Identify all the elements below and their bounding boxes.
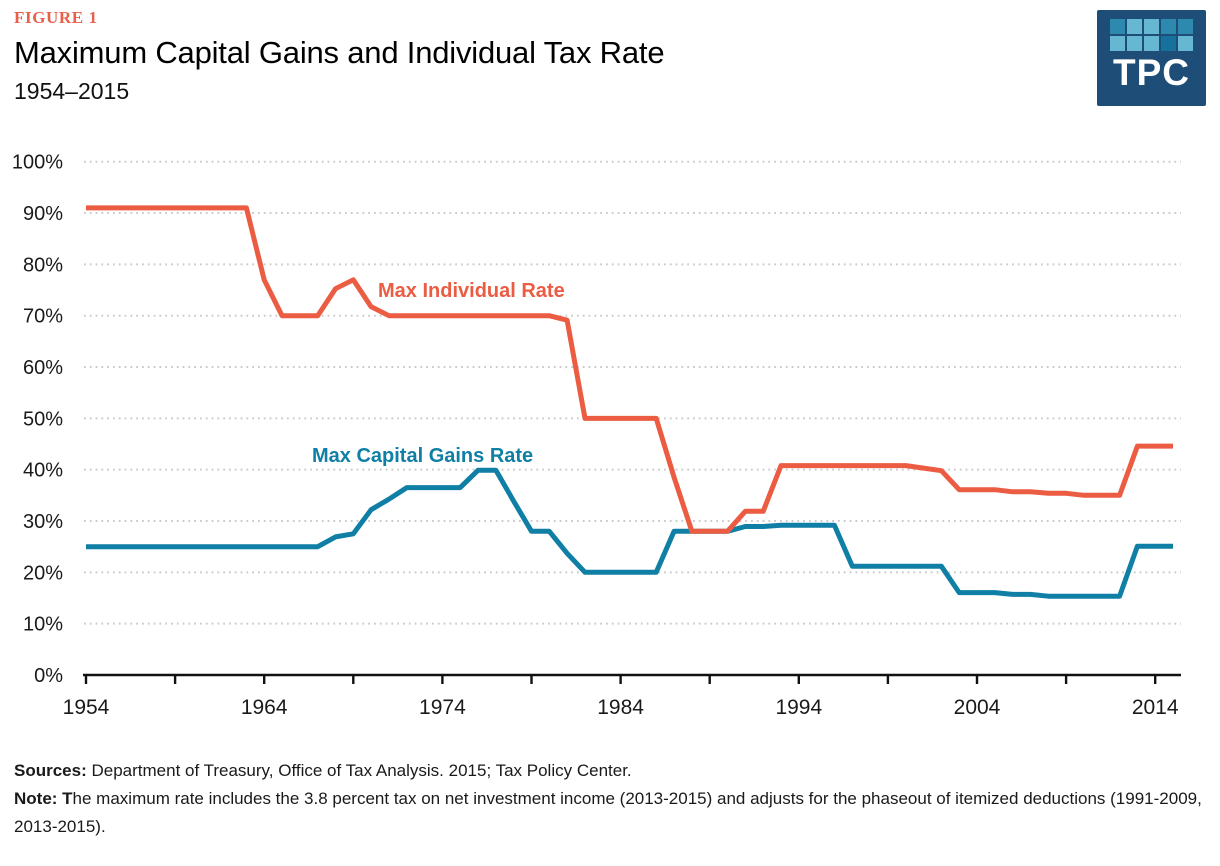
tpc-logo-grid-cell: [1127, 36, 1142, 51]
tpc-logo-grid-cell: [1127, 19, 1142, 34]
x-axis-tick-label: 2014: [1132, 696, 1179, 719]
tpc-logo-grid-cell: [1110, 19, 1125, 34]
x-axis-tick-label: 2004: [954, 696, 1001, 719]
page-title: Maximum Capital Gains and Individual Tax…: [14, 35, 665, 70]
series-label-max-individual-rate: Max Individual Rate: [378, 280, 565, 302]
tpc-logo-grid-cell: [1178, 36, 1193, 51]
y-axis-tick-label: 0%: [34, 665, 63, 687]
tpc-logo-text: TPC: [1113, 52, 1190, 93]
x-axis-tick-label: 1974: [419, 696, 466, 719]
tpc-logo-grid-cell: [1178, 19, 1193, 34]
y-axis-tick-label: 70%: [23, 306, 63, 328]
tax-rate-line-chart: 0% 10% 20% 30% 40% 50% 60% 70% 80% 90% 100% 1954 196…: [12, 152, 1181, 719]
figure-footer: Sources: Department of Treasury, Office …: [14, 757, 1206, 841]
y-axis-tick-label: 60%: [23, 357, 63, 379]
sources-line: Sources: Department of Treasury, Office …: [14, 757, 1206, 785]
x-axis-tick-label: 1984: [597, 696, 644, 719]
x-axis-tick-label: 1964: [241, 696, 288, 719]
figure-header: FIGURE 1 Maximum Capital Gains and Indiv…: [14, 8, 1206, 106]
y-axis-tick-label: 80%: [23, 254, 63, 276]
note-line: Note: The maximum rate includes the 3.8 …: [14, 785, 1206, 841]
tpc-logo-grid-cell: [1110, 36, 1125, 51]
y-axis-tick-label: 100%: [12, 152, 63, 174]
tpc-logo-grid-cell: [1161, 19, 1176, 34]
tpc-logo: TPC: [1097, 10, 1206, 106]
series-label-max-capital-gains-rate: Max Capital Gains Rate: [312, 445, 533, 467]
tpc-logo-grid-cell: [1161, 36, 1176, 51]
note-label: Note: T: [14, 789, 73, 808]
y-axis-tick-label: 50%: [23, 408, 63, 430]
tpc-logo-grid-cell: [1144, 36, 1159, 51]
x-axis-tick-label: 1954: [63, 696, 110, 719]
tpc-logo-grid-cell: [1144, 19, 1159, 34]
sources-text: Department of Treasury, Office of Tax An…: [86, 761, 632, 780]
note-text: he maximum rate includes the 3.8 percent…: [14, 789, 1202, 836]
y-axis-tick-label: 40%: [23, 460, 63, 482]
figure-number-label: FIGURE 1: [14, 8, 98, 27]
y-axis-tick-label: 90%: [23, 203, 63, 225]
series-line-max-individual-rate: [86, 205, 1173, 534]
sources-label: Sources:: [14, 761, 87, 780]
x-axis-tick-label: 1994: [775, 696, 822, 719]
series-line-max-capital-gains-rate: [86, 467, 1173, 599]
y-axis-tick-label: 10%: [23, 614, 63, 636]
y-axis-tick-label: 20%: [23, 562, 63, 584]
y-axis-tick-label: 30%: [23, 511, 63, 533]
page-subtitle: 1954–2015: [14, 78, 130, 104]
tpc-logo-grid-icon: [1110, 19, 1193, 51]
